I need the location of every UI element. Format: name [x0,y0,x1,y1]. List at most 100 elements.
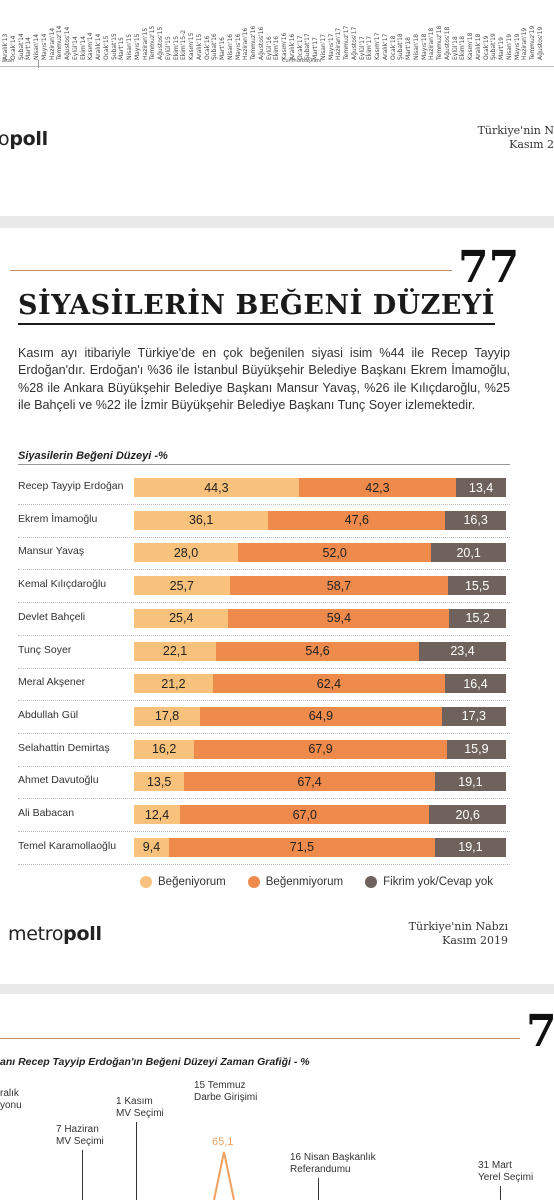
category-label: Temel Karamollaoğlu [18,839,117,852]
bar-segment-dislike: 47,6 [268,510,446,530]
month-label: Mayıs'18 [420,33,428,60]
month-label: Ocak'17 [296,35,304,60]
category-label: Ali Babacan [18,807,75,819]
month-label: Ekim'15 [172,35,180,60]
month-label: Nisan'17 [319,33,327,60]
chart-row: Ahmet Davutoğlu 13,5 67,4 19,1 [0,766,554,800]
legend-item: Beğenmiyorum [247,876,344,888]
month-label: Temmuz'19 [529,25,536,60]
timeline-peak-line [213,1151,235,1200]
legend-label: Beğenmiyorum [265,876,344,888]
brand-line-1: Türkiye'nin N [477,124,554,137]
header-rule [10,270,452,271]
month-label: Ekim'18 [459,35,467,60]
metropoll-logo: metropoll [8,923,102,945]
month-axis-labels: Aralık'13 Ocak'14 Şubat'14 Mart'14 Nisan'14 M… [0,0,554,64]
month-label: Haziran'19 [521,27,529,60]
month-label: Eylül'14 [71,36,79,60]
previous-page-fragment: Aralık'13 Ocak'14 Şubat'14 Mart'14 Nisan'14 M… [0,0,554,216]
legend-swatch [140,876,152,888]
month-label: Kasım'16 [281,32,288,60]
bar-segment-dislike: 67,4 [184,772,435,792]
category-label: Recep Tayyip Erdoğan [18,480,124,492]
main-page: 77 SİYASİLERİN BEĞENİ DÜZEYİ Kasım ayı i… [0,228,554,984]
bar-segment-like: 25,7 [134,576,230,596]
month-label: Mayıs'15 [133,33,141,60]
page-title: SİYASİLERİN BEĞENİ DÜZEYİ [18,290,495,325]
month-label: Nisan'15 [126,33,133,60]
chart-title-rule [18,464,510,465]
month-label: Mayıs'19 [513,33,521,60]
month-label: Kasım'18 [467,32,474,60]
stacked-bar: 9,4 71,5 19,1 [134,837,506,857]
bar-segment-dislike: 58,7 [229,576,449,596]
category-label: Meral Akşener [18,676,86,689]
bar-segment-like: 16,2 [134,739,195,759]
chart-row: Kemal Kılıçdaroğlu 25,7 58,7 15,5 [0,570,554,604]
stacked-bar: 21,2 62,4 16,4 [134,674,506,694]
row-divider [18,536,510,539]
row-divider [18,504,510,506]
bar-segment-dislike: 62,4 [212,674,445,694]
row-divider [18,700,510,702]
bar-segment-no-opinion: 15,5 [448,576,506,596]
category-label: Mansur Yavaş [18,545,85,558]
month-label: Aralık'18 [474,33,482,60]
legend-swatch [365,876,378,888]
month-label: Ekim'15-2 [180,29,188,60]
intro-paragraph: Kasım ayı itibariyle Türkiye'de en çok b… [18,346,510,412]
chart-row: Abdullah Gül 17,8 64,9 17,3 [0,701,554,734]
month-label: Mart'14 [25,37,33,60]
month-label: Ağustos'15 [157,26,164,60]
month-label: Kasım'15 [188,32,195,60]
month-label: Ağustos'19 [536,26,544,60]
month-label: Nisan'14 [33,33,40,60]
stacked-bar: 13,5 67,4 19,1 [134,772,506,792]
month-label: Ağustos'17 [350,26,358,60]
axis-rule [0,66,554,67]
row-divider [18,569,510,571]
month-label: Mart'18 [405,37,412,60]
month-label: Şubat'18 [397,33,405,60]
bar-segment-dislike: 67,9 [194,739,447,759]
row-divider [18,798,510,800]
brand-line-2: Kasım 2019 [442,934,508,947]
month-label: Aralık'16 [288,33,296,60]
bar-segment-like: 44,3 [134,478,299,497]
month-label: Temmuz'14 [56,25,64,60]
timeline-chart-title: anı Recep Tayyip Erdoğan'ın Beğeni Düzey… [0,1056,310,1068]
bar-segment-no-opinion: 15,9 [446,739,506,759]
annotation-line [500,1186,501,1200]
bar-segment-dislike: 42,3 [298,478,457,497]
month-label: Aralık'15 [195,33,203,60]
bar-segment-dislike: 71,5 [168,837,435,857]
chart-row: Ekrem İmamoğlu 36,1 47,6 16,3 [0,505,554,538]
legend-item: Beğeniyorum [140,876,226,888]
stacked-bar: 22,1 54,6 23,4 [134,641,506,661]
legend-item: Fikrim yok/Cevap yok [365,876,493,888]
annotation-line [318,1178,319,1200]
bar-segment-dislike: 54,6 [216,641,420,661]
row-divider [18,732,510,735]
bar-segment-like: 17,8 [134,706,201,726]
period-label-left: akan [2,58,15,64]
chart-row: Meral Akşener 21,2 62,4 16,4 [0,668,554,702]
month-label: Aralık'14 [95,33,102,60]
page-number: 78 [526,1006,554,1057]
stacked-bar: 25,7 58,7 15,5 [134,576,506,596]
month-label: Eylül'18 [451,36,459,60]
chart-row: Tunç Soyer 22,1 54,6 23,4 [0,636,554,669]
bar-segment-no-opinion: 19,1 [434,837,506,857]
stacked-bar: 44,3 42,3 13,4 [134,478,506,497]
month-label: Temmuz'17 [343,25,350,60]
month-label: Nisan'16 [226,33,234,60]
month-label: Eylül'15 [164,36,172,60]
month-label: Ağustos'18 [443,26,451,60]
month-label: Ekim'17 [366,35,374,60]
month-label: Mart'17 [312,37,319,60]
bar-segment-no-opinion: 17,3 [441,706,506,726]
stacked-bar: 12,4 67,0 20,6 [134,805,506,824]
month-label: Temmuz'15 [149,25,157,60]
timeline-annotation: 7 Haziran MV Seçimi [56,1124,104,1147]
bar-segment-like: 13,5 [134,772,185,792]
